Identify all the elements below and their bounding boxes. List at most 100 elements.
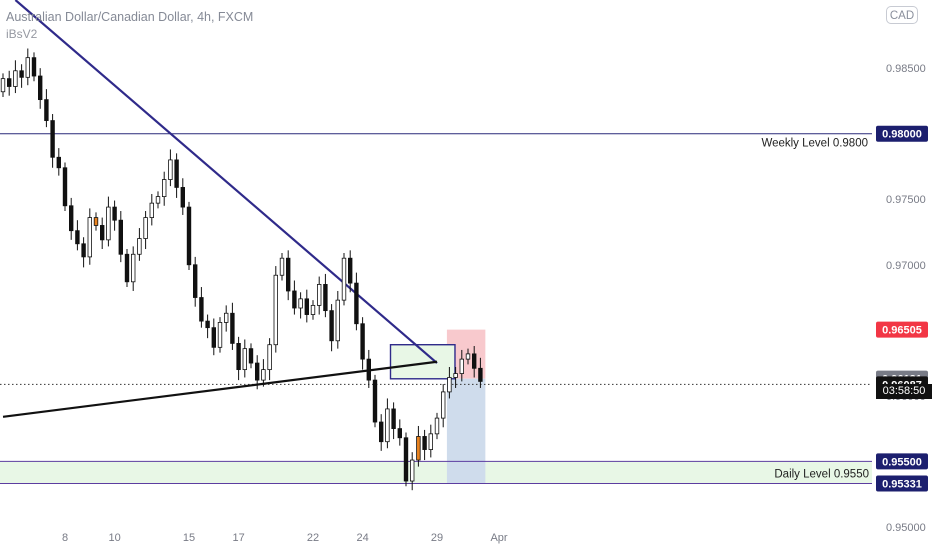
candle-body bbox=[161, 179, 167, 198]
candle-body bbox=[440, 391, 446, 419]
candle-body bbox=[0, 78, 6, 93]
daily-support-zone bbox=[0, 461, 872, 484]
candle-body bbox=[192, 264, 198, 298]
candle-body bbox=[465, 353, 471, 360]
weekly-level-price-tag: 0.98000 bbox=[882, 129, 922, 141]
candle-body bbox=[93, 217, 99, 226]
candle-body bbox=[254, 362, 260, 381]
candle-body bbox=[19, 70, 24, 78]
candle-body bbox=[397, 428, 402, 439]
candle-body bbox=[378, 421, 384, 443]
candle-body bbox=[403, 437, 409, 482]
candle-body bbox=[267, 344, 272, 371]
candle-body bbox=[366, 358, 371, 381]
candle-body bbox=[329, 310, 334, 342]
candle-body bbox=[13, 70, 18, 87]
candle-body bbox=[354, 282, 359, 325]
candle-body bbox=[347, 257, 353, 284]
candle-body bbox=[44, 99, 49, 121]
candle-body bbox=[428, 433, 433, 450]
position-reward-area bbox=[446, 378, 486, 484]
candle-body bbox=[130, 253, 136, 283]
candle-body bbox=[372, 379, 378, 423]
weekly-level-label: Weekly Level 0.9800 bbox=[761, 138, 868, 150]
chart-legend: Australian Dollar/Canadian Dollar, 4h, F… bbox=[6, 9, 253, 43]
time-tick-label: 22 bbox=[307, 532, 319, 544]
candle-body bbox=[434, 417, 440, 435]
time-tick-label: 10 bbox=[108, 532, 120, 544]
currency-badge[interactable]: CAD bbox=[886, 6, 918, 24]
support-bottom-price-tag-bg bbox=[876, 475, 928, 492]
candle-body bbox=[81, 243, 86, 258]
candle-body bbox=[174, 159, 179, 188]
candle-body bbox=[199, 297, 204, 322]
weekly-level-price-tag-bg bbox=[876, 125, 928, 142]
candle-body bbox=[118, 219, 123, 255]
candle-body bbox=[310, 304, 316, 315]
candle-body bbox=[180, 187, 185, 208]
candle-body bbox=[69, 205, 74, 232]
candle-body bbox=[416, 436, 421, 461]
candle-body bbox=[137, 238, 142, 255]
candle-body bbox=[447, 377, 452, 393]
stop-price-tag: 0.96505 bbox=[882, 325, 922, 337]
candle-body bbox=[186, 206, 192, 266]
time-tick-label: 24 bbox=[356, 532, 368, 544]
candle-body bbox=[25, 57, 30, 78]
daily-level-price-tag-bg bbox=[876, 453, 928, 470]
candle-body bbox=[298, 298, 303, 309]
candle-body bbox=[31, 57, 37, 77]
candle-body bbox=[143, 217, 148, 239]
candle-body bbox=[248, 348, 254, 364]
candle-body bbox=[279, 257, 285, 276]
candle-body bbox=[155, 196, 161, 204]
bar-countdown: 03:58:50 bbox=[876, 384, 932, 399]
candle-body bbox=[100, 225, 105, 241]
candle-body bbox=[87, 217, 92, 258]
candle-body bbox=[217, 322, 223, 348]
candle-body bbox=[335, 299, 340, 342]
price-tick-label: 0.98500 bbox=[886, 63, 926, 75]
candle-body bbox=[149, 202, 154, 218]
candle-body bbox=[459, 358, 464, 374]
candle-body bbox=[38, 75, 43, 101]
support-bottom-price-tag: 0.95331 bbox=[882, 479, 922, 491]
time-tick-label: 15 bbox=[183, 532, 195, 544]
candle-body bbox=[7, 78, 12, 87]
indicator-name[interactable]: iBsV2 bbox=[6, 27, 38, 41]
candle-body bbox=[112, 206, 117, 221]
price-tick-label: 0.95000 bbox=[886, 522, 926, 534]
ascending-trendline bbox=[2, 360, 438, 418]
candle-body bbox=[230, 312, 235, 344]
time-tick-label: 8 bbox=[62, 532, 68, 544]
daily-level-price-tag: 0.95500 bbox=[882, 456, 922, 468]
candle-body bbox=[273, 274, 278, 346]
candle-body bbox=[360, 323, 365, 360]
candle-body bbox=[261, 369, 266, 381]
candle-body bbox=[56, 156, 61, 169]
candle-body bbox=[223, 312, 229, 323]
candle-body bbox=[205, 320, 210, 329]
time-tick-label: 17 bbox=[232, 532, 244, 544]
candle-body bbox=[62, 167, 68, 207]
candle-body bbox=[341, 257, 347, 301]
candle-body bbox=[211, 327, 216, 348]
candle-body bbox=[106, 206, 111, 241]
time-tick-label: Apr bbox=[490, 532, 507, 544]
candle-body bbox=[124, 253, 130, 283]
symbol-title: Australian Dollar/Canadian Dollar, 4h, F… bbox=[6, 10, 254, 24]
time-tick-label: 29 bbox=[431, 532, 443, 544]
price-tick-label: 0.97500 bbox=[886, 194, 926, 206]
candle-body bbox=[453, 373, 458, 378]
candle-body bbox=[391, 408, 396, 429]
candle-body bbox=[385, 408, 390, 443]
candle-body bbox=[75, 230, 80, 245]
candle-body bbox=[242, 348, 247, 371]
candle-body bbox=[292, 290, 297, 309]
stop-price-tag-bg bbox=[876, 321, 928, 338]
candle-body bbox=[323, 284, 328, 312]
daily-level-label: Daily Level 0.9550 bbox=[774, 468, 869, 480]
candle-body bbox=[304, 298, 309, 315]
candle-body bbox=[422, 436, 427, 450]
